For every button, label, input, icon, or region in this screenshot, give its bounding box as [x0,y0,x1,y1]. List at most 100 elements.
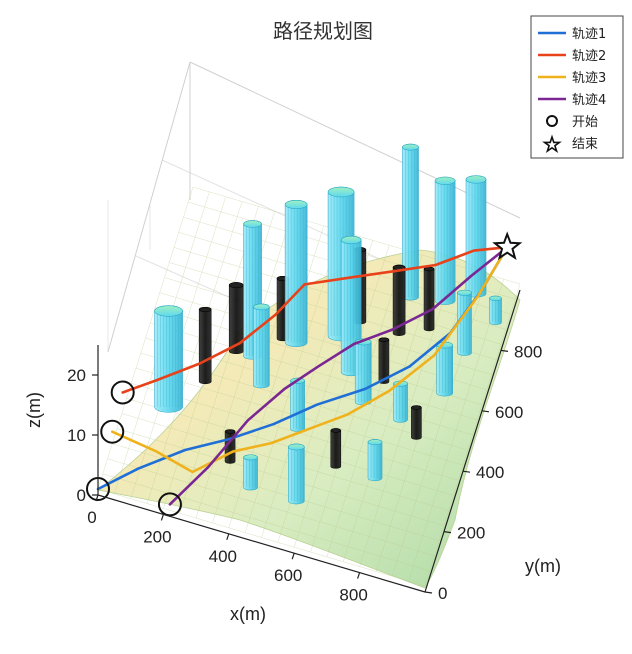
obstacle-top [253,303,270,311]
mesh-line-x [408,279,504,582]
x-tick-label: 400 [209,547,237,566]
obstacle-cyan [154,305,183,413]
z-tick-label: 10 [67,426,86,445]
obstacle-top [340,235,362,245]
legend-label-4: 轨迹4 [572,93,606,108]
legend-start-marker [546,115,558,127]
obstacle-top [367,439,383,446]
x-tick [160,514,164,521]
mesh-line-x [343,259,439,562]
start-marker-3 [110,380,135,405]
z-axis-label: z(m) [24,392,44,428]
obstacle-top [378,337,390,342]
obstacle-body [330,428,342,469]
z-tick-label: 0 [77,486,86,505]
legend-end-marker [542,134,562,154]
trajectories [96,245,509,506]
axis-lines [97,289,521,593]
obstacle-top [330,428,342,433]
trajectory-4 [168,245,509,506]
trajectory-3 [110,245,509,474]
x-tick-label: 200 [143,527,171,546]
obstacle-top [489,295,502,301]
obstacle-black [423,266,435,332]
y-tick [481,410,490,413]
obstacle-black [411,405,422,440]
legend-label-start: 开始 [572,115,598,130]
y-tick [424,591,433,594]
legend-label-3: 轨迹3 [572,71,606,86]
obstacle-top [434,176,456,185]
axis-ticks [92,349,509,594]
mesh-line-x [326,254,423,557]
obstacle-top [154,305,183,317]
obstacle-cyan [457,289,472,356]
mesh-line-x [424,283,521,587]
obstacle-cyan [489,295,502,325]
legend-label-2: 轨迹2 [572,49,606,64]
obstacle-cyan [290,377,305,432]
x-tick-label: 800 [339,586,367,605]
x-tick-label: 0 [87,508,96,527]
legend-box [530,15,624,159]
end-marker-1 [492,231,523,260]
obstacle-cyan [253,303,270,389]
y-tick [443,531,452,534]
obstacle-top [465,175,487,184]
obstacle-top [224,429,236,434]
y-tick-label: 0 [438,584,447,603]
y-tick-label: 400 [476,463,504,482]
legend-label-end: 结束 [572,137,598,152]
obstacle-top [228,282,244,289]
obstacle-top [327,186,355,198]
start-marker-4 [157,492,182,517]
z-tick-label: 20 [67,366,86,385]
x-tick [357,572,361,579]
obstacle-body [198,306,212,385]
obstacle-cyan [354,338,372,406]
legend: 轨迹1 轨迹2 轨迹3 轨迹4 开始 结束 [530,15,624,159]
y-tick-label: 200 [457,524,485,543]
obstacle-cyan [288,443,305,505]
y-tick-label: 800 [514,342,542,361]
y-tick-label: 600 [495,403,523,422]
obstacle-black [392,264,406,336]
obstacle-cyan [367,439,383,482]
mesh-line-y [159,292,487,390]
x-tick [291,553,295,560]
obstacle-black [198,306,212,385]
obstacle-top [198,306,212,313]
obstacle-cyan [434,176,456,305]
trajectory-2 [121,245,509,394]
x-tick [95,494,99,502]
x-tick [226,533,230,540]
mesh-line-y [192,186,521,285]
obstacle-body [288,443,305,505]
obstacle-cyan [402,143,419,301]
mesh-line-x [375,269,472,572]
obstacle-top [284,199,308,209]
obstacle-top [457,289,472,296]
start-marker-2 [100,419,125,444]
y-tick [500,349,509,352]
obstacle-top [354,338,372,346]
obstacle-black [330,428,342,469]
obstacle-top [288,443,305,451]
obstacle-cyan [284,199,308,347]
obstacle-body [354,338,372,406]
y-axis-label: y(m) [525,556,561,576]
legend-label-1: 轨迹1 [572,27,606,42]
obstacle-top [243,220,262,228]
tick-labels: 0 200 400 600 800 0 200 400 600 800 0 10 20 [67,342,542,604]
obstacle-body [423,266,435,332]
x-tick-label: 600 [274,566,302,585]
obstacle-black [228,282,244,355]
chart-title: 路径规划图 [273,19,373,43]
obstacle-top [402,143,419,151]
obstacle-body [284,200,308,347]
y-tick [462,470,471,473]
obstacle-top [411,405,422,410]
obstacle-cyan [243,454,258,491]
obstacle-top [243,454,258,461]
